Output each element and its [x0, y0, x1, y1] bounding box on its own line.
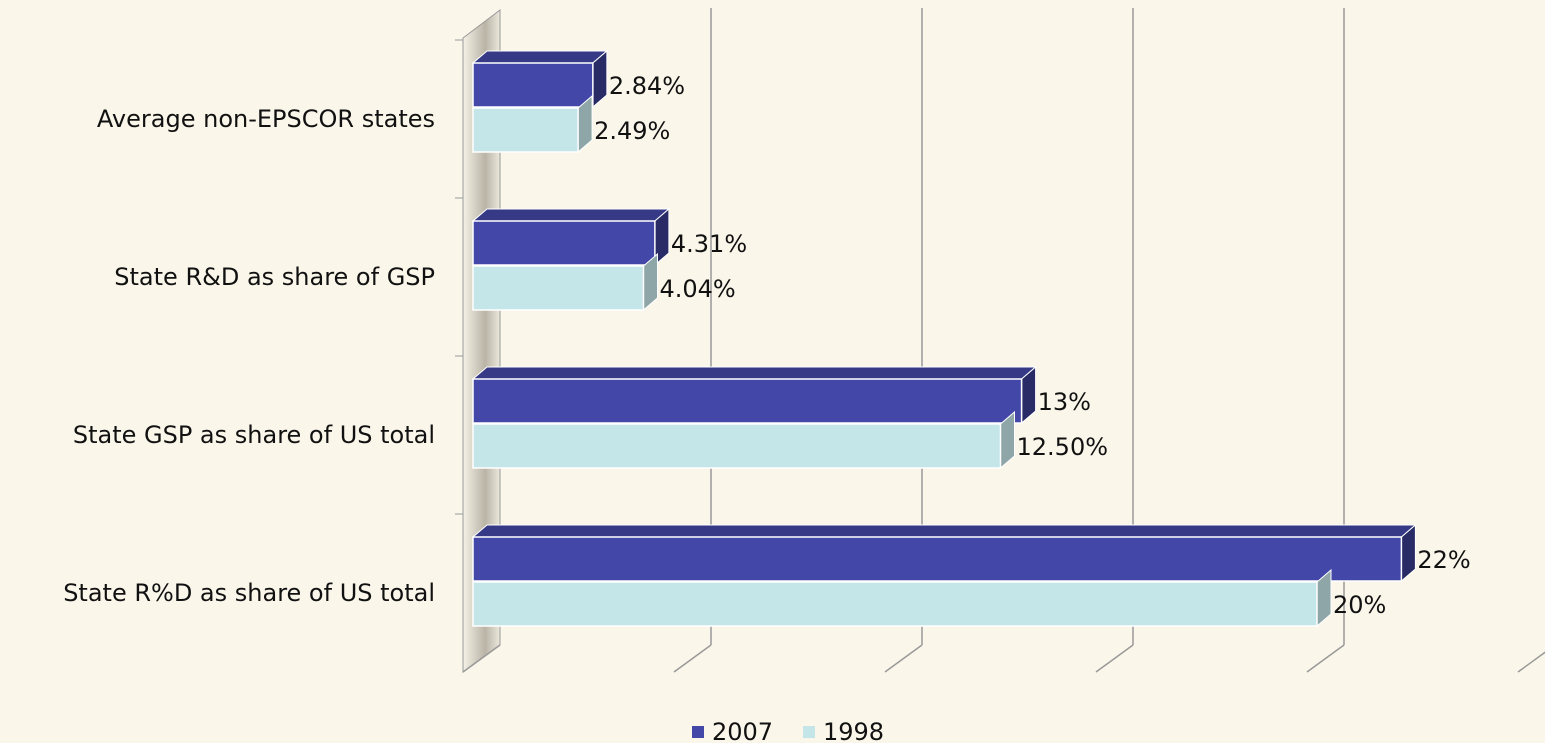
bar-top	[471, 50, 609, 64]
legend-label: 2007	[712, 718, 773, 743]
legend-swatch	[803, 726, 815, 738]
data-label: 4.04%	[659, 275, 735, 303]
data-label: 4.31%	[671, 230, 747, 258]
bar-top	[471, 524, 1417, 538]
data-label: 13%	[1038, 388, 1091, 416]
bar	[472, 378, 1023, 424]
floor-tick	[673, 644, 712, 673]
bar	[472, 581, 1318, 627]
bar	[472, 265, 645, 311]
bar-top	[471, 208, 671, 222]
y-tick-label: Average non-EPSCOR states	[97, 105, 435, 133]
floor-tick	[884, 644, 923, 673]
y-tick-label: State R&D as share of GSP	[114, 263, 435, 291]
bar	[472, 423, 1002, 469]
bar	[472, 220, 656, 266]
floor-tick	[1095, 644, 1134, 673]
data-label: 2.84%	[609, 72, 685, 100]
data-label: 12.50%	[1017, 433, 1109, 461]
y-tick-label: State GSP as share of US total	[73, 421, 435, 449]
legend-label: 1998	[823, 718, 884, 743]
bar	[472, 107, 579, 153]
data-label: 2.49%	[594, 117, 670, 145]
bar	[472, 536, 1403, 582]
floor-tick	[1517, 651, 1545, 673]
bar-top	[471, 366, 1037, 380]
floor-tick	[1306, 644, 1345, 673]
legend-swatch	[692, 726, 704, 738]
bar	[472, 62, 594, 108]
y-tick-label: State R%D as share of US total	[63, 579, 435, 607]
data-label: 22%	[1417, 546, 1470, 574]
floor-tick	[462, 644, 501, 673]
data-label: 20%	[1333, 591, 1386, 619]
